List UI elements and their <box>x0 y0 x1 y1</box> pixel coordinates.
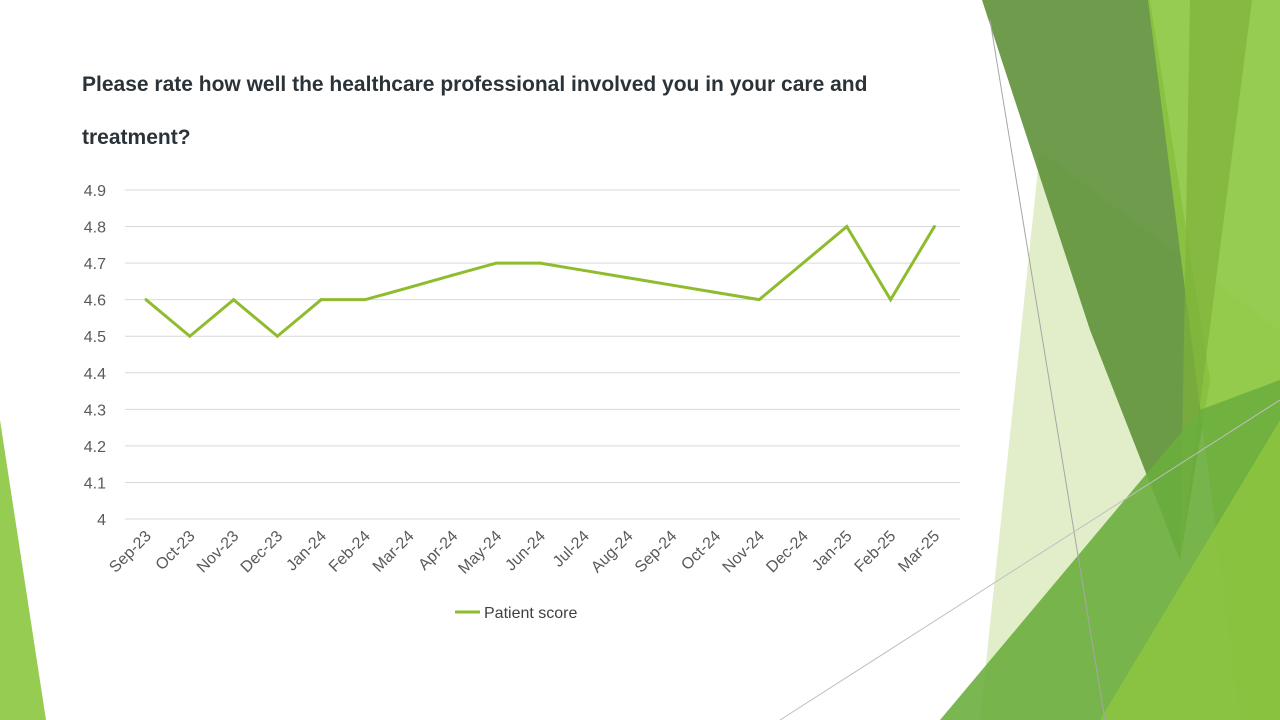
x-tick-label: Feb-25 <box>852 528 900 576</box>
x-tick-label: Aug-24 <box>588 528 637 577</box>
data-point <box>670 283 674 287</box>
data-point <box>889 298 893 302</box>
data-point <box>538 261 542 265</box>
x-tick-label: Dec-24 <box>763 528 812 577</box>
data-point <box>319 298 323 302</box>
y-tick-label: 4.5 <box>84 329 106 346</box>
x-tick-label: Jan-24 <box>283 528 330 575</box>
y-axis-ticks: 4 4.1 4.2 4.3 4.4 4.5 4.6 4.7 4.8 4.9 <box>84 183 106 529</box>
x-tick-label: Dec-23 <box>238 528 287 577</box>
line-chart: 44.14.24.34.44.54.64.74.84.9 Sep-23Oct-2… <box>84 183 960 622</box>
y-tick-label: 4.9 <box>84 183 106 200</box>
x-tick-label: Feb-24 <box>326 528 374 576</box>
decor-thin-line-2 <box>779 399 1280 720</box>
left-green-sliver <box>0 420 46 720</box>
data-point <box>757 298 761 302</box>
decor-thin-line-1 <box>989 19 1106 720</box>
x-tick-label: Apr-24 <box>415 528 461 574</box>
y-tick-label: 4 <box>97 512 106 529</box>
x-tick-label: Sep-23 <box>106 528 155 577</box>
data-point <box>407 286 411 290</box>
data-point <box>188 334 192 338</box>
data-point <box>582 268 586 272</box>
x-tick-label: Mar-25 <box>895 528 943 576</box>
data-point <box>232 298 236 302</box>
bottom-lime-wedge <box>1100 420 1280 720</box>
data-point <box>451 273 455 277</box>
x-tick-label: Oct-23 <box>153 528 199 574</box>
y-tick-label: 4.8 <box>84 220 106 237</box>
x-axis-ticks: Sep-23Oct-23Nov-23Dec-23Jan-24Feb-24Mar-… <box>106 528 943 578</box>
y-tick-label: 4.6 <box>84 293 106 310</box>
data-point <box>494 261 498 265</box>
x-tick-label: May-24 <box>455 528 505 578</box>
y-tick-label: 4.3 <box>84 402 106 419</box>
dark-green-band <box>982 0 1210 560</box>
y-tick-label: 4.4 <box>84 366 106 383</box>
series-group <box>144 224 936 339</box>
x-tick-label: Jan-25 <box>809 528 856 575</box>
series-line-patient-score <box>145 224 936 339</box>
legend: Patient score <box>455 605 577 622</box>
data-point <box>845 225 849 229</box>
x-tick-label: Mar-24 <box>370 528 418 576</box>
x-tick-label: Jul-24 <box>550 528 593 571</box>
slide-title: Please rate how well the healthcare prof… <box>82 73 868 149</box>
x-tick-label: Oct-24 <box>678 528 724 574</box>
x-tick-label: Sep-24 <box>632 528 681 577</box>
x-tick-label: Nov-24 <box>720 528 769 577</box>
x-tick-label: Jun-24 <box>502 528 549 575</box>
y-tick-label: 4.2 <box>84 439 106 456</box>
data-point <box>626 276 630 280</box>
data-point <box>275 334 279 338</box>
data-point <box>363 298 367 302</box>
data-point <box>713 290 717 294</box>
y-tick-label: 4.1 <box>84 475 106 492</box>
legend-label: Patient score <box>484 605 577 622</box>
gridlines <box>125 189 960 520</box>
data-point <box>801 261 805 265</box>
data-point <box>144 298 148 302</box>
x-tick-label: Nov-23 <box>194 528 243 577</box>
data-point <box>932 225 936 229</box>
y-tick-label: 4.7 <box>84 256 106 273</box>
